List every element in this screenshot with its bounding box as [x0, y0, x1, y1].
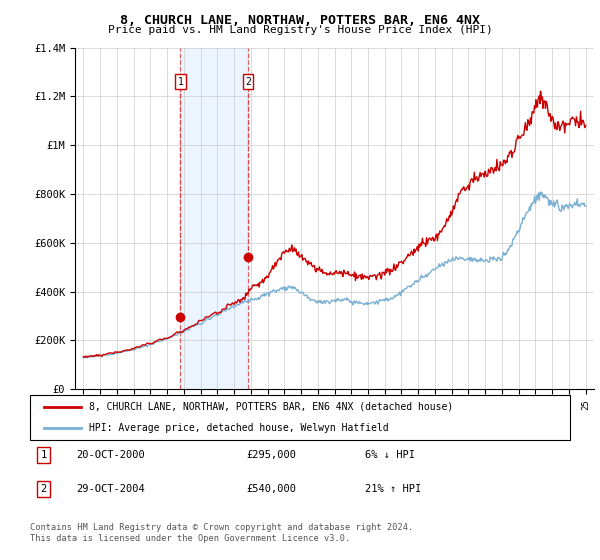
Text: £295,000: £295,000	[246, 450, 296, 460]
Text: 1: 1	[40, 450, 47, 460]
Text: 2: 2	[40, 484, 47, 494]
Text: £540,000: £540,000	[246, 484, 296, 494]
Text: 20-OCT-2000: 20-OCT-2000	[76, 450, 145, 460]
Text: 8, CHURCH LANE, NORTHAW, POTTERS BAR, EN6 4NX: 8, CHURCH LANE, NORTHAW, POTTERS BAR, EN…	[120, 14, 480, 27]
Text: 1: 1	[178, 77, 184, 87]
FancyBboxPatch shape	[30, 395, 570, 440]
Text: HPI: Average price, detached house, Welwyn Hatfield: HPI: Average price, detached house, Welw…	[89, 422, 389, 432]
Text: 29-OCT-2004: 29-OCT-2004	[76, 484, 145, 494]
Bar	[181, 48, 248, 389]
Text: Price paid vs. HM Land Registry's House Price Index (HPI): Price paid vs. HM Land Registry's House …	[107, 25, 493, 35]
Text: 8, CHURCH LANE, NORTHAW, POTTERS BAR, EN6 4NX (detached house): 8, CHURCH LANE, NORTHAW, POTTERS BAR, EN…	[89, 402, 454, 412]
Text: Contains HM Land Registry data © Crown copyright and database right 2024.: Contains HM Land Registry data © Crown c…	[30, 523, 413, 532]
Text: 21% ↑ HPI: 21% ↑ HPI	[365, 484, 421, 494]
Text: This data is licensed under the Open Government Licence v3.0.: This data is licensed under the Open Gov…	[30, 534, 350, 543]
Text: 6% ↓ HPI: 6% ↓ HPI	[365, 450, 415, 460]
Text: 2: 2	[245, 77, 251, 87]
